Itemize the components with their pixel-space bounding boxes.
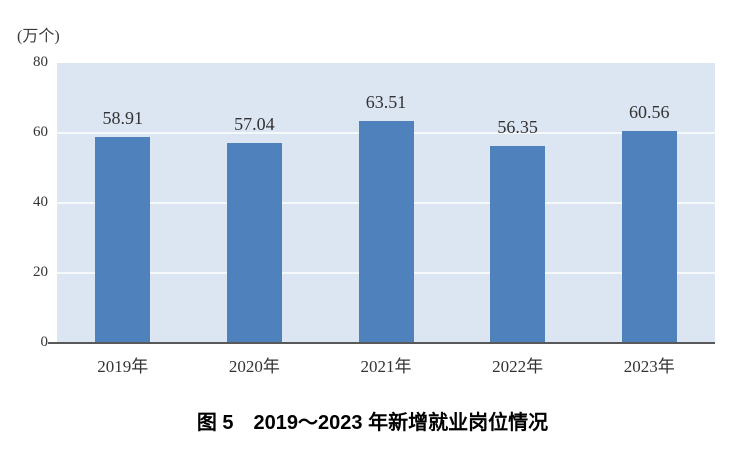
- bar-value-label: 60.56: [628, 102, 670, 123]
- y-axis-tick-label: 60: [33, 124, 48, 140]
- plot-area: 58.91 57.04 63.51 56.35 60.56: [57, 63, 715, 343]
- bar-2019年: [95, 136, 151, 343]
- x-axis-tick-label: 2019年: [97, 357, 149, 376]
- chart-caption: 图 5 2019～2023 年新增就业岗位情况: [196, 412, 549, 434]
- bar-2021年: [358, 120, 414, 343]
- bar-2022年: [490, 145, 546, 343]
- bar-2020年: [226, 143, 282, 343]
- bar-value-label: 58.91: [102, 107, 144, 128]
- x-axis-tick-label: 2020年: [228, 357, 280, 376]
- bar-value-label: 63.51: [365, 91, 407, 112]
- y-axis-tick-label: 20: [33, 264, 48, 280]
- bar-2023年: [621, 131, 677, 343]
- y-axis-tick-label: 0: [40, 334, 49, 350]
- x-axis-tick-label: 2021年: [360, 357, 412, 376]
- x-axis-tick-label: 2023年: [623, 357, 675, 376]
- x-axis-tick-label: 2022年: [492, 357, 544, 376]
- y-axis-unit-label: (万个): [17, 28, 60, 45]
- bar-value-label: 56.35: [497, 116, 538, 137]
- y-axis-tick-label: 40: [33, 194, 48, 210]
- bar-value-label: 57.04: [234, 114, 275, 135]
- y-axis-tick-label: 80: [33, 54, 48, 70]
- x-axis-line: [48, 342, 715, 344]
